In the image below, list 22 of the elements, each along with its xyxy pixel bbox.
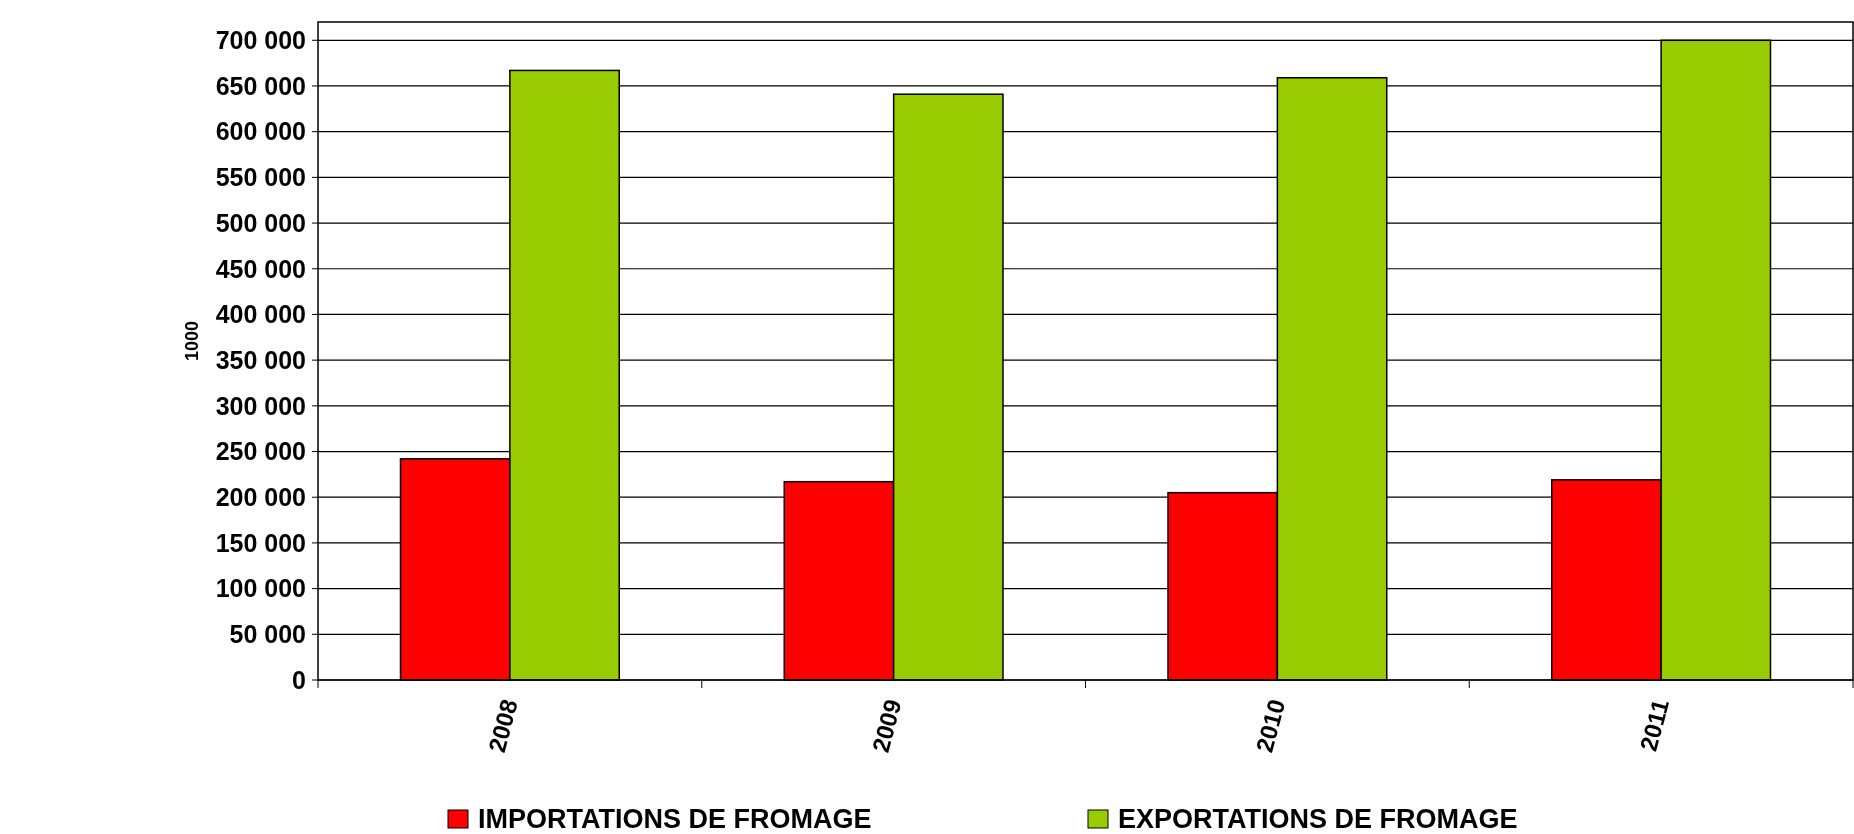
y-tick-label: 150 000	[215, 528, 306, 557]
legend-label: EXPORTATIONS DE FROMAGE	[1118, 804, 1518, 834]
y-tick-label: 600 000	[215, 117, 306, 146]
y-tick-label: 450 000	[215, 254, 306, 283]
x-tick-label: 2009	[866, 696, 907, 756]
y-tick-label: 500 000	[215, 208, 306, 237]
y-tick-label: 550 000	[215, 163, 306, 192]
y-tick-label: 350 000	[215, 345, 306, 374]
y-tick-label: 300 000	[215, 391, 306, 420]
y-tick-label: 700 000	[215, 26, 306, 55]
x-tick-label: 2011	[1634, 696, 1675, 754]
y-tick-label: 650 000	[215, 71, 306, 100]
y-tick-label: 50 000	[229, 620, 306, 649]
y-axis-title: 1000	[182, 320, 202, 362]
y-tick-label: 250 000	[215, 437, 306, 466]
y-tick-label: 100 000	[215, 574, 306, 603]
x-tick-label: 2008	[482, 696, 523, 756]
y-tick-label: 0	[292, 665, 306, 694]
legend-label: IMPORTATIONS DE FROMAGE	[478, 804, 872, 834]
y-tick-label: 400 000	[215, 300, 306, 329]
y-tick-label: 200 000	[215, 482, 306, 511]
x-tick-label: 2010	[1250, 696, 1291, 756]
